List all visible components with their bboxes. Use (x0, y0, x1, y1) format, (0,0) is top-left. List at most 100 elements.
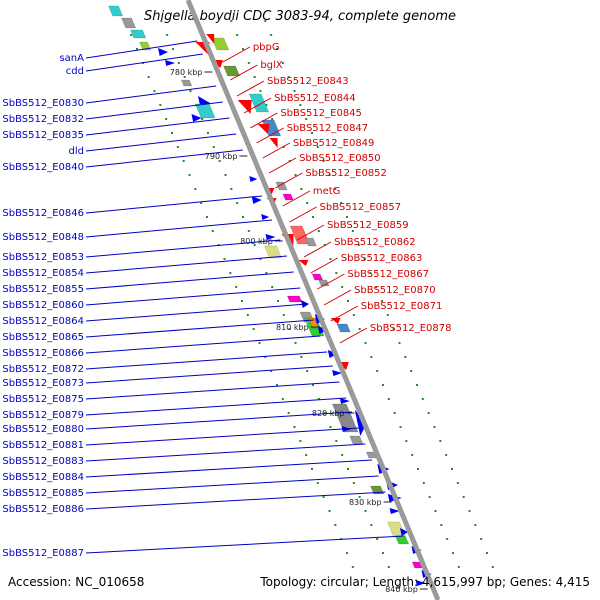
gene-label-sbbs512_e0846[interactable]: SbBS512_E0846 (2, 208, 84, 219)
gene-arrow-forward[interactable] (237, 100, 252, 114)
gene-label-sbbs512_e0871[interactable]: SbBS512_E0871 (361, 301, 443, 312)
gene-block[interactable] (121, 17, 137, 29)
gene-label-sbbs512_e0849[interactable]: SbBS512_E0849 (293, 138, 375, 149)
gene-arrow-reverse[interactable] (165, 60, 175, 66)
gene-arrow-reverse[interactable] (191, 114, 202, 122)
gene-block[interactable] (349, 435, 364, 445)
gene-block[interactable] (223, 65, 241, 77)
gc-dot (386, 314, 389, 316)
gene-label-sbbs512_e0840[interactable]: SbBS512_E0840 (2, 162, 84, 173)
gene-arrow-reverse[interactable] (251, 196, 262, 204)
kbp-tick-label: 790 kbp (205, 152, 238, 161)
gc-dot (299, 440, 302, 442)
gene-label-dld[interactable]: dld (69, 146, 84, 157)
gene-label-sbbs512_e0859[interactable]: SbBS512_E0859 (327, 220, 409, 231)
gene-arrow-reverse[interactable] (354, 410, 367, 436)
gene-block[interactable] (336, 323, 351, 333)
gene-block[interactable] (331, 403, 359, 433)
gene-label-sbbs512_e0850[interactable]: SbBS512_E0850 (299, 153, 381, 164)
gene-label-sbbs512_e0855[interactable]: SbBS512_E0855 (2, 284, 84, 295)
gene-label-sbbs512_e0879[interactable]: SbBS512_E0879 (2, 410, 84, 421)
gc-dot (305, 118, 308, 120)
gene-label-sana[interactable]: sanA (59, 53, 84, 64)
gene-label-sbbs512_e0830[interactable]: SbBS512_E0830 (2, 98, 84, 109)
gene-label-sbbs512_e0864[interactable]: SbBS512_E0864 (2, 316, 84, 327)
gene-label-sbbs512_e0843[interactable]: SbBS512_E0843 (267, 76, 349, 87)
gene-label-sbbs512_e0872[interactable]: SbBS512_E0872 (2, 364, 84, 375)
gene-label-sbbs512_e0866[interactable]: SbBS512_E0866 (2, 348, 84, 359)
gene-block[interactable] (286, 295, 303, 303)
gc-dot (334, 524, 337, 526)
label-leader (85, 535, 404, 554)
gene-block[interactable] (194, 103, 216, 119)
gc-dot (265, 272, 268, 274)
gene-label-bglx[interactable]: bglX (260, 60, 282, 71)
gc-dot (183, 76, 186, 78)
gene-label-sbbs512_e0883[interactable]: SbBS512_E0883 (2, 456, 84, 467)
gc-dot (176, 146, 179, 148)
gene-label-metg[interactable]: metG (313, 186, 341, 197)
label-leader (85, 287, 301, 306)
reverse-strand-labels: sanA cdd SbBS512_E0830 SbBS512_E0832 SbBS512… (2, 40, 404, 559)
gc-dot (322, 496, 325, 498)
gene-arrow-reverse[interactable] (400, 528, 408, 536)
gene-label-sbbs512_e0863[interactable]: SbBS512_E0863 (341, 253, 423, 264)
gene-block[interactable] (264, 245, 282, 259)
gene-arrow-forward[interactable] (257, 124, 270, 134)
gene-label-sbbs512_e0848[interactable]: SbBS512_E0848 (2, 232, 84, 243)
gene-label-sbbs512_e0887[interactable]: SbBS512_E0887 (2, 548, 84, 559)
gc-dot (375, 286, 378, 288)
gene-block[interactable] (394, 535, 410, 545)
gene-label-sbbs512_e0873[interactable]: SbBS512_E0873 (2, 378, 84, 389)
gene-arrow-reverse[interactable] (339, 398, 350, 404)
gene-block[interactable] (311, 273, 324, 281)
gene-label-sbbs512_e0881[interactable]: SbBS512_E0881 (2, 440, 84, 451)
gene-label-sbbs512_e0832[interactable]: SbBS512_E0832 (2, 114, 84, 125)
gene-arrow-reverse[interactable] (158, 48, 168, 56)
gene-block[interactable] (180, 79, 193, 87)
gene-label-sbbs512_e0857[interactable]: SbBS512_E0857 (320, 202, 402, 213)
gene-label-sbbs512_e0885[interactable]: SbBS512_E0885 (2, 488, 84, 499)
gene-block[interactable] (130, 29, 147, 39)
gene-label-sbbs512_e0844[interactable]: SbBS512_E0844 (274, 93, 356, 104)
gene-label-sbbs512_e0867[interactable]: SbBS512_E0867 (347, 269, 429, 280)
gene-arrow-forward[interactable] (206, 34, 215, 44)
gene-arrow-reverse[interactable] (261, 214, 270, 220)
gene-label-cdd[interactable]: cdd (66, 66, 84, 77)
gene-label-sbbs512_e0845[interactable]: SbBS512_E0845 (280, 108, 362, 119)
gene-block[interactable] (139, 41, 152, 51)
gene-label-sbbs512_e0865[interactable]: SbBS512_E0865 (2, 332, 84, 343)
gene-block[interactable] (282, 193, 294, 201)
gene-label-sbbs512_e0854[interactable]: SbBS512_E0854 (2, 268, 84, 279)
gene-label-sbbs512_e0862[interactable]: SbBS512_E0862 (334, 237, 416, 248)
gc-dot (417, 468, 419, 470)
gene-block[interactable] (304, 237, 317, 247)
gc-dot (236, 202, 239, 204)
gene-label-sbbs512_e0860[interactable]: SbBS512_E0860 (2, 300, 84, 311)
gene-label-sbbs512_e0878[interactable]: SbBS512_E0878 (370, 323, 452, 334)
gene-label-sbbs512_e0886[interactable]: SbBS512_E0886 (2, 504, 84, 515)
gene-arrow-reverse[interactable] (265, 234, 276, 240)
gene-arrow-reverse[interactable] (415, 580, 426, 586)
gene-arrow-forward[interactable] (269, 138, 278, 148)
gene-arrow-forward[interactable] (298, 260, 309, 266)
gene-label-sbbs512_e0852[interactable]: SbBS512_E0852 (305, 168, 387, 179)
gene-arrow-reverse[interactable] (332, 370, 343, 376)
gene-arrow-reverse[interactable] (249, 176, 258, 182)
gc-dot (218, 160, 221, 162)
gene-label-sbbs512_e0880[interactable]: SbBS512_E0880 (2, 424, 84, 435)
gene-block[interactable] (211, 37, 230, 51)
gene-label-pbpg[interactable]: pbpG (253, 42, 280, 53)
gene-label-sbbs512_e0875[interactable]: SbBS512_E0875 (2, 394, 84, 405)
gene-label-sbbs512_e0884[interactable]: SbBS512_E0884 (2, 472, 84, 483)
gene-label-sbbs512_e0847[interactable]: SbBS512_E0847 (287, 123, 369, 134)
gc-dot (130, 34, 133, 36)
gene-block[interactable] (248, 93, 270, 113)
gene-arrow-reverse[interactable] (389, 508, 400, 514)
gene-label-sbbs512_e0853[interactable]: SbBS512_E0853 (2, 252, 84, 263)
gene-block[interactable] (275, 181, 288, 191)
gc-dot (293, 90, 296, 92)
gene-block[interactable] (108, 5, 124, 17)
gene-label-sbbs512_e0835[interactable]: SbBS512_E0835 (2, 130, 84, 141)
gene-label-sbbs512_e0870[interactable]: SbBS512_E0870 (354, 285, 436, 296)
